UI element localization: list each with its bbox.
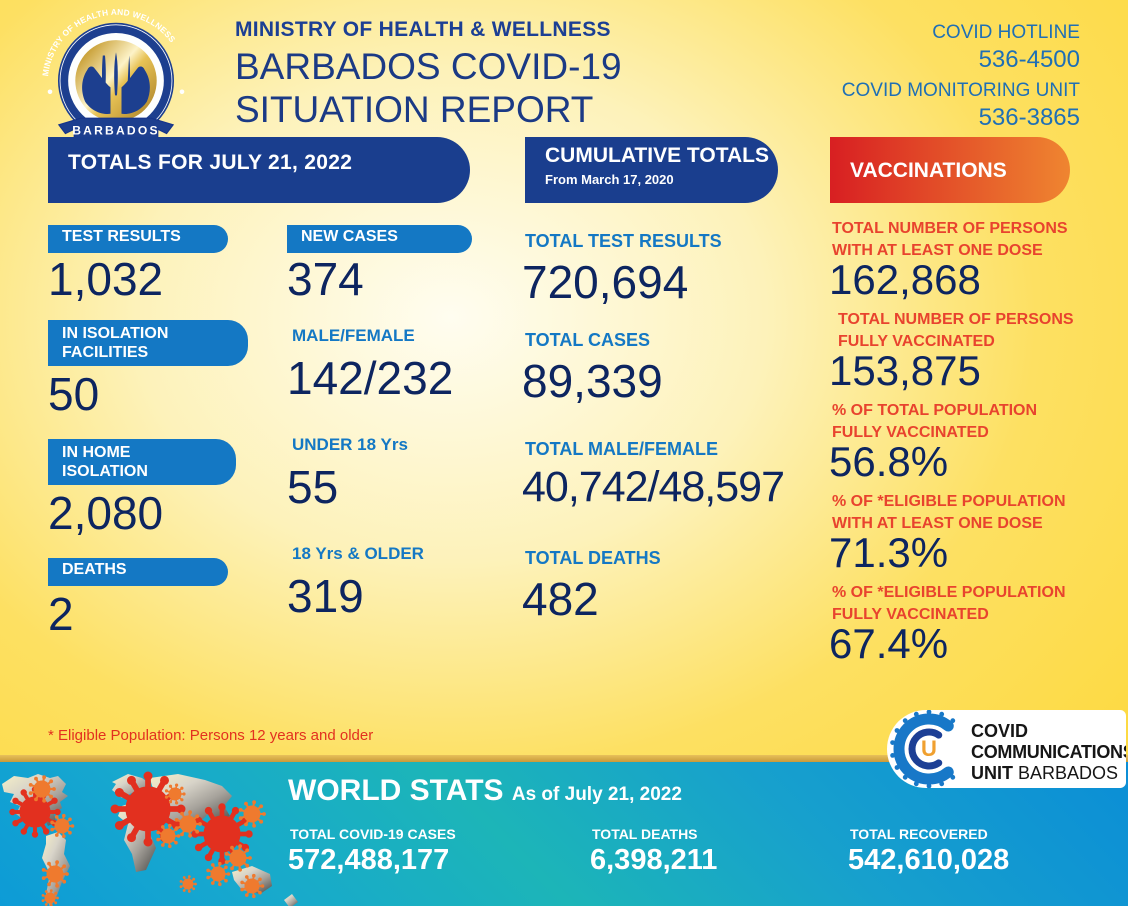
svg-text:COVID: COVID [971, 721, 1028, 741]
svg-text:UNIT BARBADOS: UNIT BARBADOS [971, 763, 1118, 783]
svg-text:BARBADOS: BARBADOS [72, 124, 159, 138]
svg-text:COMMUNICATIONS: COMMUNICATIONS [971, 742, 1126, 762]
svg-text:U: U [921, 736, 937, 761]
